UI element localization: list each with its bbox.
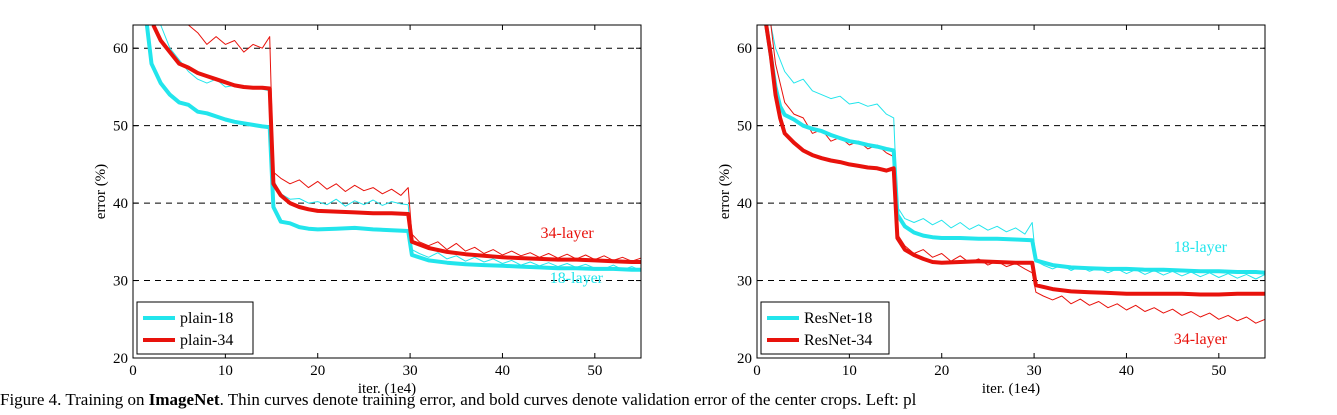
legend-box	[760, 301, 890, 355]
x-tick-label: 10	[218, 363, 233, 379]
annotation-red: 34-layer	[540, 225, 594, 242]
annotation-cyan: 18-layer	[550, 270, 604, 287]
x-tick-label: 10	[842, 363, 857, 379]
x-tick-label: 0	[129, 363, 137, 379]
x-tick-label: 40	[495, 363, 510, 379]
y-axis-label: error (%)	[93, 164, 109, 219]
y-axis-label: error (%)	[717, 164, 733, 219]
annotation-cyan: 18-layer	[1174, 239, 1228, 256]
figure-caption: Figure 4. Training on ImageNet. Thin cur…	[0, 390, 917, 409]
y-tick-label: 40	[737, 196, 752, 212]
x-axis-label: iter. (1e4)	[358, 381, 416, 397]
y-tick-label: 20	[737, 351, 752, 367]
legend-label-plain-34: plain-34	[180, 332, 233, 349]
annotation-red: 34-layer	[1174, 331, 1228, 348]
plot-frame	[756, 24, 1266, 359]
plain-34-line	[151, 25, 641, 264]
legend-label-plain-18: plain-18	[180, 310, 233, 327]
y-tick-label: 50	[737, 119, 752, 135]
x-tick-label: 50	[587, 363, 602, 379]
legend-label-resnet-18: ResNet-18	[804, 310, 872, 327]
x-tick-label: 40	[1119, 363, 1134, 379]
y-tick-label: 60	[113, 41, 128, 57]
y-tick-label: 60	[737, 41, 752, 57]
plot-frame	[132, 24, 642, 359]
chart-right-resnet: 0 10 20 30 40 50 20 30 40 50 60 iter. (1e4) error (%…	[717, 24, 1266, 397]
legend-box	[136, 301, 254, 355]
x-tick-label: 30	[1027, 363, 1042, 379]
plain-18-line	[144, 25, 641, 272]
x-tick-label: 20	[934, 363, 949, 379]
y-tick-label: 50	[113, 119, 128, 135]
red-training-line	[770, 25, 1265, 324]
x-axis-label: iter. (1e4)	[982, 381, 1040, 397]
x-tick-label: 0	[753, 363, 761, 379]
y-tick-label: 20	[113, 351, 128, 367]
x-tick-label: 50	[1211, 363, 1226, 379]
x-tick-label: 30	[403, 363, 418, 379]
resnet-18-line	[764, 25, 1265, 275]
y-tick-label: 30	[737, 274, 752, 290]
resnet-34-line	[764, 25, 1265, 297]
legend-label-resnet-34: ResNet-34	[804, 332, 872, 349]
y-tick-label: 30	[113, 274, 128, 290]
cyan-training-line	[770, 25, 1265, 280]
x-tick-label: 20	[310, 363, 325, 379]
chart-left-plain: 0 10 20 30 40 50 20 30 40 50 60 iter. (1e4) error (%…	[93, 24, 642, 397]
y-tick-label: 40	[113, 196, 128, 212]
red-training-line	[188, 25, 641, 262]
